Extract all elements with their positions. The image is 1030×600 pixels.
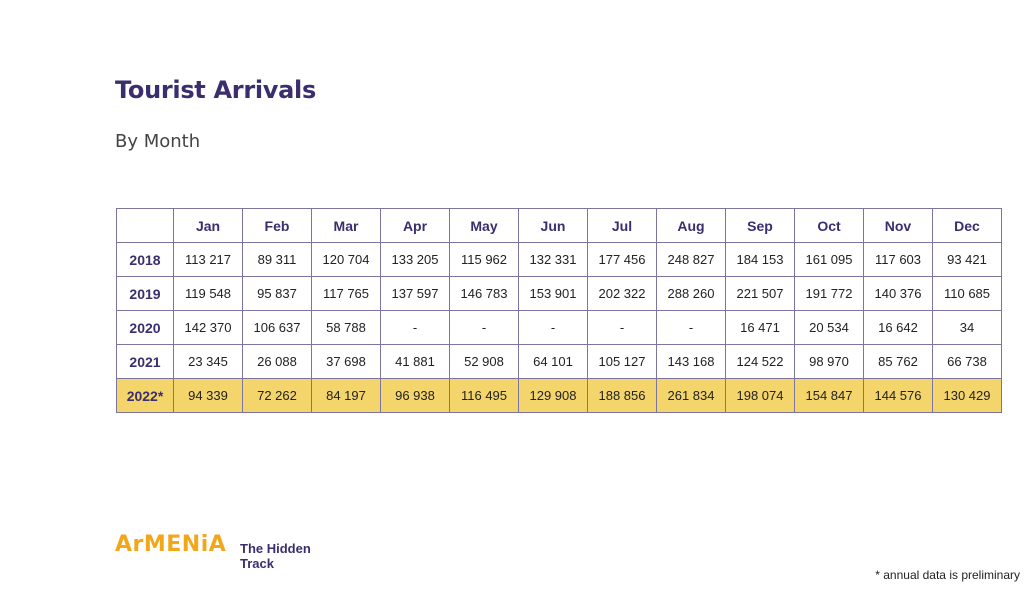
tagline: Track (240, 556, 274, 571)
table-cell: - (518, 310, 588, 345)
table-cell: 113 217 (173, 242, 243, 277)
table-cell: 94 339 (173, 378, 243, 413)
column-header: Sep (725, 208, 795, 243)
table-cell: 115 962 (449, 242, 519, 277)
table-cell: 105 127 (587, 344, 657, 379)
table-row: 2022* 94 339 72 262 84 197 96 938 116 495 129 … (116, 378, 1002, 413)
column-header: Jul (587, 208, 657, 243)
tagline: The Hidden (240, 541, 311, 556)
table-row: 2018 113 217 89 311 120 704 133 205 115 962 13… (116, 242, 1002, 277)
table-cell: 20 534 (794, 310, 864, 345)
table-cell: 110 685 (932, 276, 1002, 311)
table-cell: 23 345 (173, 344, 243, 379)
table-cell: 132 331 (518, 242, 588, 277)
table-cell: 177 456 (587, 242, 657, 277)
table-cell: 191 772 (794, 276, 864, 311)
column-header: Mar (311, 208, 381, 243)
column-header: Jun (518, 208, 588, 243)
arrivals-table: Jan Feb Mar Apr May Jun Jul Aug Sep Oct Nov Dec 201… (116, 208, 1002, 413)
footnote: * annual data is preliminary (875, 568, 1020, 582)
row-header: 2019 (116, 276, 174, 311)
table-cell: 85 762 (863, 344, 933, 379)
table-cell: 288 260 (656, 276, 726, 311)
table-cell: 117 603 (863, 242, 933, 277)
table-cell: 144 576 (863, 378, 933, 413)
table-cell: 142 370 (173, 310, 243, 345)
table-cell: 202 322 (587, 276, 657, 311)
row-header: 2021 (116, 344, 174, 379)
table-row: 2019 119 548 95 837 117 765 137 597 146 783 15… (116, 276, 1002, 311)
table-cell: 120 704 (311, 242, 381, 277)
row-header: 2022* (116, 378, 174, 413)
table-cell: 153 901 (518, 276, 588, 311)
table-cell: 34 (932, 310, 1002, 345)
table-cell: 41 881 (380, 344, 450, 379)
table-cell: 133 205 (380, 242, 450, 277)
table-cell: 146 783 (449, 276, 519, 311)
table-cell: 16 642 (863, 310, 933, 345)
table-cell: 188 856 (587, 378, 657, 413)
row-header: 2020 (116, 310, 174, 345)
table-cell: 184 153 (725, 242, 795, 277)
table-cell: 106 637 (242, 310, 312, 345)
column-header: Jan (173, 208, 243, 243)
table-cell: 117 765 (311, 276, 381, 311)
table-cell: 52 908 (449, 344, 519, 379)
table-cell: 124 522 (725, 344, 795, 379)
table-cell: - (587, 310, 657, 345)
table-cell: 137 597 (380, 276, 450, 311)
table-cell: 95 837 (242, 276, 312, 311)
table-cell: 16 471 (725, 310, 795, 345)
corner-cell (116, 208, 174, 243)
table-cell: 140 376 (863, 276, 933, 311)
table-cell: - (656, 310, 726, 345)
column-header: Oct (794, 208, 864, 243)
table-cell: 129 908 (518, 378, 588, 413)
table-cell: 93 421 (932, 242, 1002, 277)
table-cell: 58 788 (311, 310, 381, 345)
table-cell: 98 970 (794, 344, 864, 379)
table-cell: 37 698 (311, 344, 381, 379)
column-header: Dec (932, 208, 1002, 243)
table-cell: 261 834 (656, 378, 726, 413)
column-header: Feb (242, 208, 312, 243)
table-cell: 130 429 (932, 378, 1002, 413)
table-cell: 119 548 (173, 276, 243, 311)
table-cell: 96 938 (380, 378, 450, 413)
row-header: 2018 (116, 242, 174, 277)
table-cell: 154 847 (794, 378, 864, 413)
table-cell: 161 095 (794, 242, 864, 277)
table-row: 2021 23 345 26 088 37 698 41 881 52 908 64 101… (116, 344, 1002, 379)
table-cell: 72 262 (242, 378, 312, 413)
table-cell: 66 738 (932, 344, 1002, 379)
table-cell: 26 088 (242, 344, 312, 379)
table-cell: 64 101 (518, 344, 588, 379)
table-cell: 248 827 (656, 242, 726, 277)
title: Tourist Arrivals (115, 76, 316, 104)
subtitle: By Month (115, 131, 201, 152)
table-cell: 84 197 (311, 378, 381, 413)
table-cell: 116 495 (449, 378, 519, 413)
column-header: Aug (656, 208, 726, 243)
brand-logo: ArMENiA (115, 532, 227, 557)
column-header: Nov (863, 208, 933, 243)
table-cell: 221 507 (725, 276, 795, 311)
table-cell: 198 074 (725, 378, 795, 413)
table-cell: 143 168 (656, 344, 726, 379)
table-cell: - (380, 310, 450, 345)
column-header: Apr (380, 208, 450, 243)
header-row: Jan Feb Mar Apr May Jun Jul Aug Sep Oct Nov Dec (116, 208, 1002, 243)
table-row: 2020 142 370 106 637 58 788- - - - -16 471 20 53… (116, 310, 1002, 345)
column-header: May (449, 208, 519, 243)
table-cell: - (449, 310, 519, 345)
table-cell: 89 311 (242, 242, 312, 277)
